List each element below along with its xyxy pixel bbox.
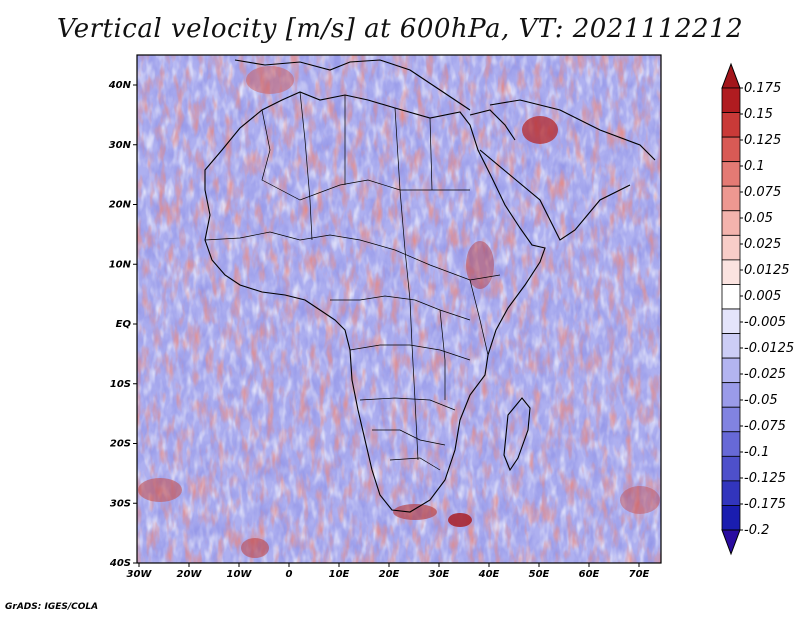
- coastlines: [204, 59, 656, 513]
- colorbar-swatch: [721, 87, 741, 113]
- colorbar-label: -0.025: [744, 367, 786, 382]
- lon-label: 10E: [329, 569, 350, 580]
- lat-label: 30S: [110, 498, 131, 509]
- colorbar-swatch: [721, 333, 741, 359]
- colorbar-label: 0.05: [744, 211, 773, 226]
- colorbar-swatch: [721, 357, 741, 384]
- colorbar-label: -0.005: [744, 315, 786, 330]
- colorbar-swatch: [721, 161, 741, 187]
- lat-label: 20N: [109, 200, 132, 211]
- lon-label: 70E: [629, 569, 650, 580]
- colorbar-bottom-arrow: [721, 529, 741, 556]
- colorbar-label: 0.1: [744, 159, 765, 174]
- lon-label: 40E: [478, 569, 500, 580]
- colorbar-swatch: [721, 382, 741, 408]
- grads-credit: GrADS: IGES/COLA: [5, 602, 99, 612]
- colorbar-swatch: [721, 185, 741, 212]
- colorbar-swatch: [721, 136, 741, 163]
- colorbar-swatch: [721, 505, 741, 531]
- colorbar-swatch: [721, 480, 741, 506]
- colorbar-swatch: [721, 259, 741, 285]
- lon-label: 20E: [379, 569, 400, 580]
- colorbar-label: -0.0125: [744, 341, 794, 356]
- colorbar-label: -0.075: [744, 419, 786, 434]
- lat-label: 10S: [110, 379, 131, 390]
- colorbar-swatch: [721, 234, 741, 261]
- lon-label: 50E: [529, 569, 550, 580]
- colorbar-label: 0.005: [744, 289, 781, 304]
- colorbar-swatch: [721, 308, 741, 334]
- colorbar-label: -0.125: [744, 471, 786, 486]
- lon-label: 0: [286, 569, 293, 580]
- lat-label: 40N: [108, 80, 132, 91]
- lat-label: 10N: [109, 259, 132, 270]
- colorbar-label: -0.175: [744, 497, 786, 512]
- colorbar-label: 0.025: [744, 237, 781, 252]
- colorbar-label: -0.05: [744, 393, 778, 408]
- chart-title: Vertical velocity [m/s] at 600hPa, VT: 2…: [56, 14, 744, 44]
- lon-label: 30W: [127, 569, 153, 580]
- colorbar-label: 0.075: [744, 185, 781, 200]
- lat-axis: 40N 30N 20N 10N EQ 10S 20S 30S 40S: [108, 80, 137, 569]
- colorbar-swatch: [721, 431, 741, 457]
- colorbar-swatch: [721, 112, 741, 138]
- plot-frame: [136, 54, 662, 564]
- colorbar-label: 0.125: [744, 133, 781, 148]
- lat-label: 40S: [109, 558, 131, 569]
- colorbar-swatch: [721, 210, 741, 236]
- lat-label: EQ: [116, 319, 132, 330]
- lon-label: 10W: [227, 569, 253, 580]
- colorbar-label: 0.15: [744, 107, 773, 122]
- colorbar-swatch: [721, 406, 741, 433]
- lon-label: 60E: [579, 569, 600, 580]
- country-borders: [204, 91, 501, 471]
- colorbar-label: -0.1: [744, 445, 769, 460]
- lat-label: 30N: [109, 140, 132, 151]
- colorbar-label: 0.175: [744, 81, 781, 96]
- colorbar-swatch: [721, 284, 741, 310]
- velocity-field: [137, 55, 661, 563]
- colorbar-label: -0.2: [744, 523, 769, 538]
- lon-label: 30E: [429, 569, 450, 580]
- colorbar-top-arrow: [721, 62, 741, 89]
- lon-axis: 30W 20W 10W 0 10E 20E 30E 40E 50E 60E 70E: [127, 563, 650, 580]
- lat-label: 20S: [110, 439, 131, 450]
- colorbar-label: 0.0125: [744, 263, 790, 278]
- lon-label: 20W: [177, 569, 203, 580]
- colorbar-swatch: [721, 455, 741, 482]
- colorbar: 0.175 0.15 0.125 0.1 0.075 0.05 0.025 0.0125 0.0…: [721, 62, 794, 556]
